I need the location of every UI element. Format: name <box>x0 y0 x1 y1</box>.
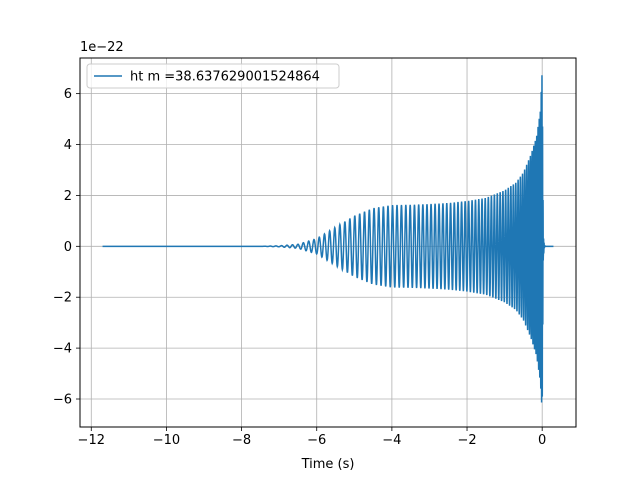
series-line-ht <box>102 75 554 403</box>
y-tick-label: 2 <box>64 189 72 204</box>
x-tick-label: −8 <box>232 433 251 448</box>
x-tick-label: 0 <box>538 433 546 448</box>
x-tick-label: −6 <box>307 433 326 448</box>
x-tick-label: −2 <box>457 433 476 448</box>
legend: ht m =38.637629001524864 <box>86 63 340 89</box>
y-tick-label: −4 <box>53 342 72 357</box>
plot-frame <box>79 57 577 428</box>
x-axis-label: Time (s) <box>301 457 355 472</box>
y-tick-label: 0 <box>64 240 72 255</box>
x-axis-ticks: −12 −10 −8 −6 −4 −2 0 <box>78 427 546 448</box>
legend-label: ht m =38.637629001524864 <box>130 70 320 85</box>
y-tick-label: 4 <box>64 138 72 153</box>
x-tick-label: −10 <box>153 433 180 448</box>
y-offset-label: 1e−22 <box>80 40 124 55</box>
x-tick-label: −12 <box>78 433 105 448</box>
series-layer <box>102 75 554 403</box>
y-tick-label: 6 <box>64 87 72 102</box>
y-tick-label: −6 <box>53 393 72 408</box>
y-tick-label: −2 <box>53 291 72 306</box>
x-tick-label: −4 <box>382 433 401 448</box>
legend-box <box>86 63 340 89</box>
y-axis-ticks: −6 −4 −2 0 2 4 6 <box>53 87 80 408</box>
